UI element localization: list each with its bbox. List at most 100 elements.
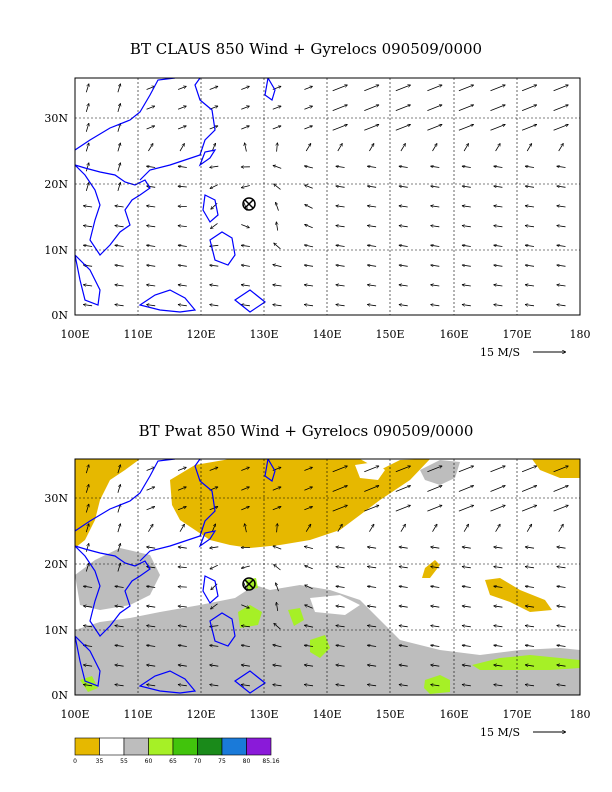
wind-vector-arrow — [399, 567, 408, 568]
wind-vector-arrow — [146, 86, 155, 90]
wind-vector-arrow — [273, 685, 282, 686]
wind-vector-arrow — [367, 206, 377, 207]
wind-vector-arrow — [399, 665, 408, 666]
wind-vector-arrow — [273, 305, 282, 306]
wind-vector-arrow — [525, 206, 535, 207]
wind-vector-arrow — [462, 665, 471, 666]
bottom-pwat-map: 100E 110E 120E 130E 140E 150E 160E 170E … — [44, 458, 591, 739]
wind-vector-arrow — [367, 665, 377, 666]
wind-vector-arrow — [85, 484, 89, 493]
wind-vector-arrow — [427, 85, 442, 92]
wind-vector-arrow — [525, 305, 535, 306]
wind-vector-arrow — [115, 245, 124, 246]
wind-vector-arrow — [177, 86, 186, 90]
wind-vector-arrow — [304, 507, 312, 511]
wind-vector-arrow — [430, 166, 440, 167]
wind-vector-arrow — [553, 486, 569, 492]
colorbar-swatch — [197, 737, 223, 756]
wind-vector-arrow — [304, 487, 312, 491]
wind-vector-arrow — [146, 507, 155, 511]
wind-vector-arrow — [117, 182, 121, 192]
colorbar-swatch — [246, 737, 272, 756]
wind-vector-arrow — [332, 105, 348, 111]
wind-vector-arrow — [115, 305, 124, 306]
wind-vector-arrow — [525, 265, 535, 266]
wind-vector-arrow — [494, 665, 503, 666]
wind-vector-arrow — [209, 285, 219, 286]
wind-vector-arrow — [304, 224, 313, 229]
wind-vector-arrow — [276, 202, 279, 211]
wind-vector-arrow — [85, 563, 89, 572]
wind-vector-arrow — [178, 186, 187, 187]
x-tick-label: 160E — [439, 708, 468, 721]
wind-vector-arrow — [494, 645, 503, 646]
wind-vector-arrow — [462, 226, 471, 227]
wind-vector-arrow — [462, 285, 471, 286]
wind-vector-arrow — [241, 506, 249, 511]
wind-vector-arrow — [117, 143, 121, 152]
wind-vector-arrow — [399, 606, 408, 607]
wind-vector-arrow — [277, 523, 278, 533]
wind-vector-arrow — [462, 645, 471, 646]
wind-vector-arrow — [241, 86, 249, 90]
wind-vector-arrow — [274, 564, 281, 571]
wind-vector-arrow — [395, 466, 411, 473]
wind-vector-arrow — [458, 466, 474, 473]
colorbar-swatch — [221, 737, 247, 756]
wind-vector-arrow — [430, 685, 440, 686]
colorbar-label: 75 — [218, 758, 226, 765]
wind-vector-arrow — [494, 226, 503, 227]
wind-vector-arrow — [399, 626, 408, 627]
wind-vector-arrow — [525, 166, 535, 167]
wind-vector-arrow — [521, 466, 537, 473]
wind-vector-arrow — [399, 547, 408, 548]
wind-vector-arrow — [241, 126, 249, 130]
wind-vector-arrow — [367, 305, 377, 306]
wind-vector-arrow — [85, 543, 89, 552]
wind-vector-arrow — [148, 143, 154, 152]
wind-vector-arrow — [241, 265, 250, 267]
wind-vector-arrow — [430, 226, 440, 227]
wind-vector-arrow — [427, 505, 442, 512]
wind-vector-arrow — [395, 486, 411, 492]
wind-vector-arrow — [146, 567, 156, 568]
wind-vector-arrow — [277, 143, 278, 152]
x-tick-label: 100E — [60, 328, 89, 341]
wind-vector-arrow — [117, 524, 121, 533]
wind-vector-arrow — [209, 685, 219, 686]
wind-vector-arrow — [241, 305, 250, 306]
wind-vector-arrow — [304, 665, 314, 666]
wind-vector-arrow — [495, 524, 501, 532]
wind-vector-arrow — [364, 486, 379, 492]
wind-vector-arrow — [146, 467, 155, 471]
wind-vector-arrow — [85, 123, 89, 132]
wind-vector-arrow — [304, 126, 312, 130]
wind-vector-arrow — [525, 226, 535, 227]
wind-vector-arrow — [209, 86, 218, 90]
wind-vector-arrow — [557, 265, 566, 266]
wind-vector-arrow — [179, 524, 185, 532]
wind-vector-arrow — [83, 665, 93, 666]
wind-vector-arrow — [557, 645, 566, 646]
x-tick-label: 170E — [502, 328, 531, 341]
wind-vector-arrow — [399, 265, 408, 266]
wind-vector-arrow — [117, 484, 121, 493]
bottom-wind-vectors — [83, 465, 568, 686]
wind-vector-arrow — [115, 206, 124, 207]
top-x-axis: 100E 110E 120E 130E 140E 150E 160E 170E … — [60, 328, 590, 341]
wind-vector-arrow — [209, 665, 219, 666]
wind-vector-arrow — [494, 166, 503, 167]
x-tick-label: 160E — [439, 328, 468, 341]
wind-vector-arrow — [245, 143, 247, 152]
wind-vector-arrow — [85, 504, 89, 513]
wind-vector-arrow — [241, 467, 249, 471]
wind-vector-arrow — [305, 143, 312, 152]
wind-vector-arrow — [558, 143, 564, 152]
wind-vector-arrow — [146, 226, 156, 227]
wind-vector-arrow — [336, 245, 345, 246]
wind-vector-arrow — [85, 143, 89, 152]
wind-vector-arrow — [462, 206, 471, 207]
wind-vector-arrow — [117, 465, 121, 474]
wind-vector-arrow — [332, 466, 348, 473]
wind-vector-arrow — [399, 305, 408, 306]
